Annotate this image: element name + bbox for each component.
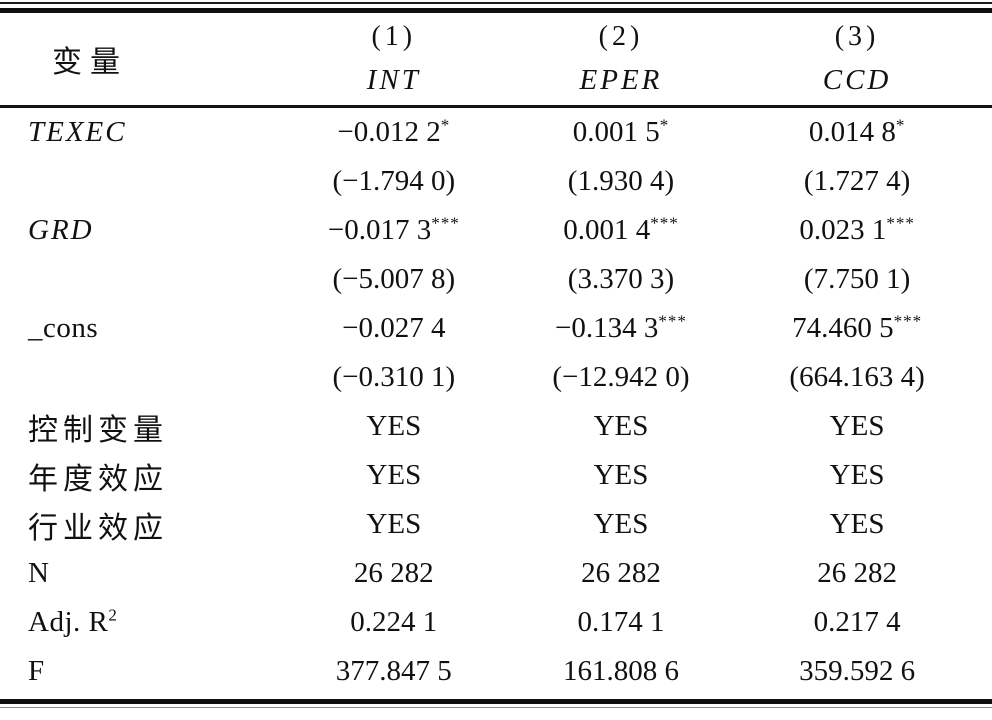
yes-cell: YES [593, 410, 649, 442]
column-header-1: (1) INT [267, 13, 520, 108]
row-label [0, 157, 268, 206]
tstat-cell: (1.727 4) [803, 165, 911, 197]
row-label: 行业效应 [28, 511, 168, 545]
table-row-grd-coef: GRD −0.017 3*** 0.001 4*** 0.023 1*** [0, 206, 992, 255]
coef-cell: 74.460 5*** [792, 311, 923, 344]
coef-cell: −0.012 2* [337, 115, 451, 148]
table-row-controls: 控制变量 YES YES YES [0, 402, 992, 451]
significance-stars: *** [658, 311, 687, 331]
yes-cell: YES [829, 508, 885, 540]
r-squared-exponent: 2 [108, 605, 117, 625]
table-row-cons-tstat: (−0.310 1) (−12.942 0) (664.163 4) [0, 353, 992, 402]
n-cell: 26 282 [353, 557, 434, 589]
n-cell: 26 282 [817, 557, 897, 589]
coef-cell: 0.014 8* [808, 115, 906, 148]
r2-cell: 0.224 1 [350, 606, 438, 638]
significance-stars: * [440, 115, 451, 135]
table-row-grd-tstat: (−5.007 8) (3.370 3) (7.750 1) [0, 255, 992, 304]
tstat-cell: (664.163 4) [789, 361, 925, 393]
row-label: F [28, 655, 45, 687]
variable-column-header: 变量 [0, 13, 268, 108]
r2-cell: 0.217 4 [813, 606, 901, 638]
yes-cell: YES [829, 410, 885, 442]
significance-stars: * [659, 115, 670, 135]
column-header-2: (2) EPER [519, 13, 723, 108]
tstat-cell: (7.750 1) [803, 263, 911, 295]
coef-cell: −0.027 4 [342, 312, 446, 344]
coef-cell: −0.017 3*** [327, 213, 460, 246]
table-top-thick-rule [0, 8, 992, 13]
table-row-adj-r2: Adj. R2 0.224 1 0.174 1 0.217 4 [0, 598, 992, 647]
yes-cell: YES [366, 410, 422, 442]
yes-cell: YES [593, 508, 649, 540]
tstat-cell: (−0.310 1) [332, 361, 456, 393]
model-number-3: (3) [834, 21, 880, 52]
model-name-eper: EPER [579, 64, 663, 96]
tstat-cell: (1.930 4) [567, 165, 675, 197]
n-cell: 26 282 [581, 557, 661, 589]
coef-cell: 0.001 5* [572, 115, 670, 148]
coef-cell: 0.001 4*** [563, 213, 679, 246]
table-row-n: N 26 282 26 282 26 282 [0, 549, 992, 598]
row-label: Adj. R2 [28, 605, 117, 638]
model-name-ccd: CCD [822, 64, 892, 96]
table-row-year-effects: 年度效应 YES YES YES [0, 451, 992, 500]
f-cell: 377.847 5 [335, 655, 452, 687]
row-label [0, 353, 268, 402]
table-bottom-thick-rule [0, 699, 992, 704]
table-row-texec-tstat: (−1.794 0) (1.930 4) (1.727 4) [0, 157, 992, 206]
table-row-industry-effects: 行业效应 YES YES YES [0, 500, 992, 549]
table-bottom-thin-rule [0, 707, 992, 708]
f-cell: 359.592 6 [799, 655, 916, 687]
tstat-cell: (3.370 3) [567, 263, 675, 295]
row-label: GRD [28, 214, 94, 246]
model-number-2: (2) [598, 21, 644, 52]
model-name-int: INT [366, 64, 421, 96]
tstat-cell: (−1.794 0) [332, 165, 456, 197]
row-label: _cons [28, 312, 99, 344]
table-header: 变量 (1) INT (2) EPER (3) CCD [0, 13, 992, 108]
table-row-cons-coef: _cons −0.027 4 −0.134 3*** 74.460 5*** [0, 304, 992, 353]
significance-stars: *** [893, 311, 923, 331]
yes-cell: YES [593, 459, 649, 491]
table-row-f: F 377.847 5 161.808 6 359.592 6 [0, 647, 992, 696]
significance-stars: *** [650, 213, 679, 233]
f-cell: 161.808 6 [562, 655, 679, 687]
yes-cell: YES [366, 459, 422, 491]
row-label: 控制变量 [28, 413, 168, 447]
r2-cell: 0.174 1 [577, 606, 665, 638]
yes-cell: YES [829, 459, 885, 491]
significance-stars: * [895, 115, 906, 135]
row-label: 年度效应 [28, 462, 168, 496]
row-label: TEXEC [28, 116, 127, 148]
yes-cell: YES [366, 508, 422, 540]
tstat-cell: (−12.942 0) [552, 361, 690, 393]
coef-cell: 0.023 1*** [799, 213, 915, 246]
regression-results-table: 变量 (1) INT (2) EPER (3) CCD TEXEC −0 [0, 13, 992, 696]
significance-stars: *** [886, 213, 915, 233]
significance-stars: *** [431, 213, 460, 233]
table-row-texec-coef: TEXEC −0.012 2* 0.001 5* 0.014 8* [0, 107, 992, 158]
column-header-3: (3) CCD [722, 13, 992, 108]
table-top-thin-rule [0, 2, 992, 4]
variable-label: 变量 [52, 46, 128, 79]
coef-cell: −0.134 3*** [555, 311, 687, 344]
header-row: 变量 (1) INT (2) EPER (3) CCD [0, 13, 992, 108]
table-body: TEXEC −0.012 2* 0.001 5* 0.014 8* (−1.79… [0, 107, 992, 697]
tstat-cell: (−5.007 8) [332, 263, 456, 295]
row-label [0, 255, 268, 304]
row-label: N [28, 557, 50, 589]
model-number-1: (1) [371, 21, 417, 52]
